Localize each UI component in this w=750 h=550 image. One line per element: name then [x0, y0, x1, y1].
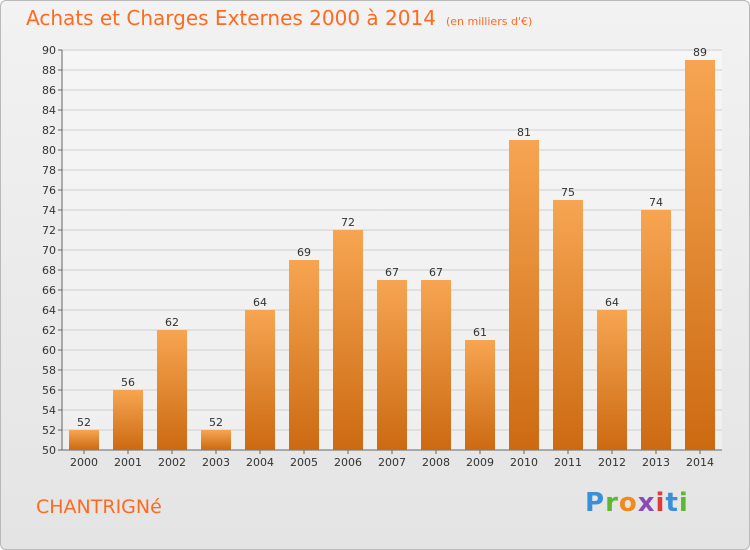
logo-letter: i	[655, 488, 666, 518]
x-tick-label: 2014	[686, 456, 714, 469]
bar-2008	[421, 280, 451, 450]
logo-letter: x	[637, 488, 656, 518]
y-tick-label: 90	[42, 44, 56, 57]
x-tick-label: 2003	[202, 456, 230, 469]
value-label: 52	[209, 416, 223, 429]
y-tick-label: 66	[42, 284, 56, 297]
value-label: 61	[473, 326, 487, 339]
value-label: 74	[649, 196, 663, 209]
x-tick-label: 2009	[466, 456, 494, 469]
x-tick-label: 2013	[642, 456, 670, 469]
x-tick-label: 2004	[246, 456, 274, 469]
y-tick-label: 50	[42, 444, 56, 457]
y-tick-label: 72	[42, 224, 56, 237]
bar-2009	[465, 340, 495, 450]
y-tick-label: 70	[42, 244, 56, 257]
chart-title: Achats et Charges Externes 2000 à 2014 (e…	[26, 6, 532, 30]
logo-letter: r	[605, 488, 619, 518]
x-tick-label: 2005	[290, 456, 318, 469]
bar-2014	[685, 60, 715, 450]
x-tick-label: 2011	[554, 456, 582, 469]
value-label: 64	[605, 296, 619, 309]
bar-2012	[597, 310, 627, 450]
value-label: 56	[121, 376, 135, 389]
value-label: 72	[341, 216, 355, 229]
value-label: 67	[385, 266, 399, 279]
bar-2010	[509, 140, 539, 450]
bar-2002	[157, 330, 187, 450]
x-tick-label: 2008	[422, 456, 450, 469]
bars	[69, 60, 715, 450]
value-label: 69	[297, 246, 311, 259]
bar-2000	[69, 430, 99, 450]
y-tick-label: 88	[42, 64, 56, 77]
x-tick-label: 2002	[158, 456, 186, 469]
bar-2005	[289, 260, 319, 450]
y-tick-label: 64	[42, 304, 56, 317]
title-unit: (en milliers d'€)	[445, 15, 533, 28]
x-tick-label: 2012	[598, 456, 626, 469]
bar-2001	[113, 390, 143, 450]
logo-letter: t	[665, 488, 679, 518]
y-tick-label: 54	[42, 404, 56, 417]
x-tick-label: 2010	[510, 456, 538, 469]
y-tick-label: 82	[42, 124, 56, 137]
value-label: 64	[253, 296, 267, 309]
y-tick-label: 78	[42, 164, 56, 177]
y-tick-label: 68	[42, 264, 56, 277]
y-tick-label: 80	[42, 144, 56, 157]
logo-letter: P	[585, 488, 606, 518]
bar-2013	[641, 210, 671, 450]
bar-2004	[245, 310, 275, 450]
bar-2007	[377, 280, 407, 450]
location-name: CHANTRIGNé	[36, 496, 162, 518]
x-tick-label: 2007	[378, 456, 406, 469]
y-tick-labels: 50 52 54 56 58 60 62 64 66 68 70 72 74 76 78 80 82 84 86 88…	[42, 44, 56, 457]
y-tick-label: 84	[42, 104, 56, 117]
value-label: 81	[517, 126, 531, 139]
y-tick-label: 52	[42, 424, 56, 437]
logo-letter: o	[618, 488, 638, 518]
value-label: 52	[77, 416, 91, 429]
y-tick-label: 86	[42, 84, 56, 97]
proxiti-logo: Proxiti	[585, 488, 689, 518]
title-main: Achats et Charges Externes 2000 à 2014	[26, 6, 436, 30]
x-tick-labels: 2000 2001 2002 2003 2004 2005 2006 2007 2008 2009…	[70, 456, 714, 469]
y-tick-label: 76	[42, 184, 56, 197]
value-label: 75	[561, 186, 575, 199]
y-tick-label: 74	[42, 204, 56, 217]
logo-letter: i	[678, 488, 689, 518]
bar-2003	[201, 430, 231, 450]
x-tick-label: 2000	[70, 456, 98, 469]
x-tick-label: 2006	[334, 456, 362, 469]
y-tick-label: 58	[42, 364, 56, 377]
y-tick-label: 56	[42, 384, 56, 397]
x-tick-label: 2001	[114, 456, 142, 469]
y-tick-label: 60	[42, 344, 56, 357]
value-labels: 52 56 62 52 64 69 72 67 67 61 81 75 64 74 89	[77, 46, 707, 429]
bar-2006	[333, 230, 363, 450]
bar-2011	[553, 200, 583, 450]
value-label: 89	[693, 46, 707, 59]
y-tick-label: 62	[42, 324, 56, 337]
value-label: 62	[165, 316, 179, 329]
value-label: 67	[429, 266, 443, 279]
